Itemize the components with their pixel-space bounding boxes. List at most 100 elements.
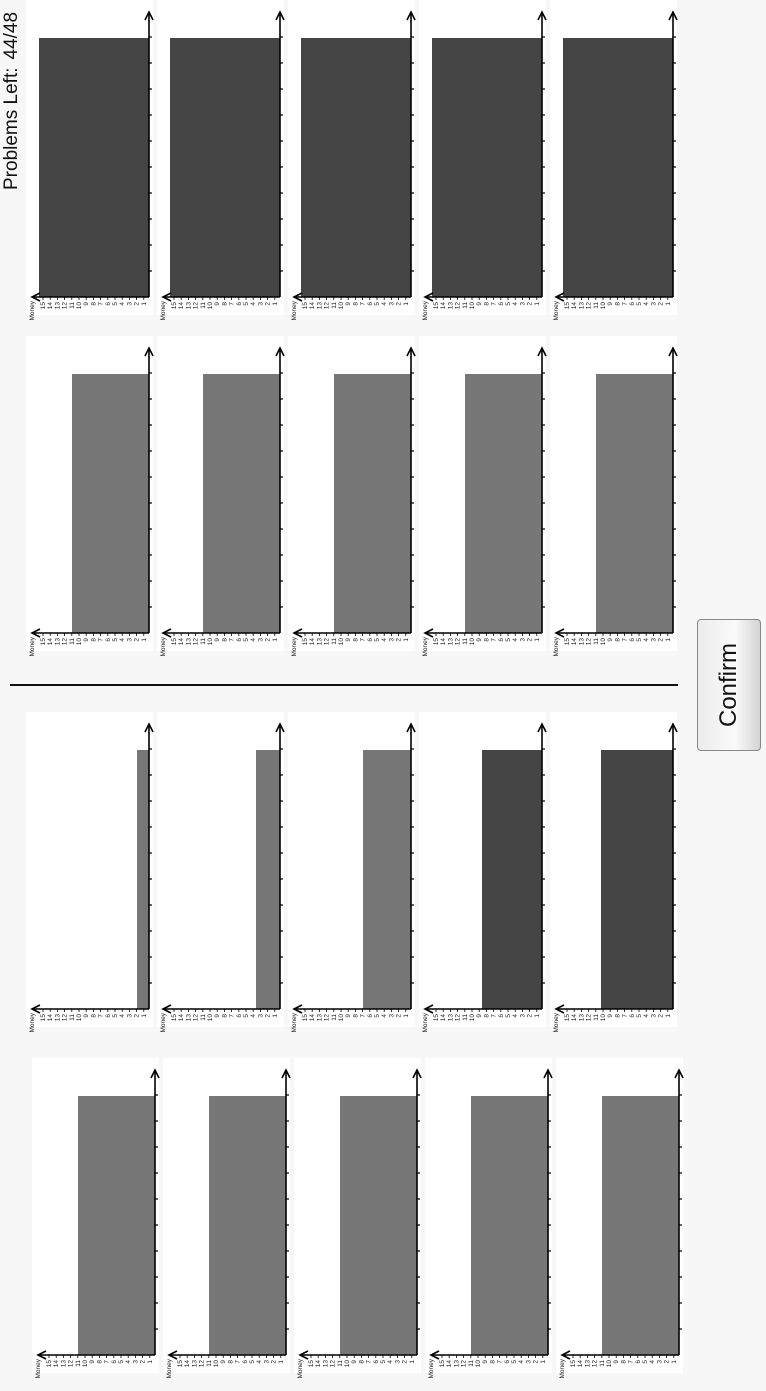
chart-panel[interactable]: Money 15 14 13 12 11 10 9 8 7 6 5 4 3 2 1 (550, 0, 678, 321)
tick-label: 3 (656, 1360, 663, 1364)
tick-label: 8 (90, 638, 97, 642)
tick-label: 3 (257, 1014, 264, 1018)
tick-label: 12 (586, 302, 593, 310)
tick-label: 15 (302, 1014, 309, 1022)
tick-label: 2 (396, 302, 403, 306)
tick-label: 3 (263, 1360, 270, 1364)
tick-label: 11 (200, 1014, 207, 1021)
tick-label: 12 (199, 1360, 206, 1368)
chart-panel[interactable]: Money 15 14 13 12 11 10 9 8 7 6 5 4 3 2 1 (157, 712, 285, 1033)
bar (256, 750, 280, 1009)
axis-label: Money (160, 1012, 167, 1032)
bar-chart: Money 15 14 13 12 11 10 9 8 7 6 5 4 3 2 1 (559, 1068, 684, 1379)
chart-panel[interactable]: Money 15 14 13 12 11 10 9 8 7 6 5 4 3 2 1 (288, 336, 416, 657)
tick-label: 12 (68, 1360, 75, 1368)
chart-panel[interactable]: Money 15 14 13 12 11 10 9 8 7 6 5 4 3 2 1 (288, 712, 416, 1033)
axis-arrow (275, 346, 285, 357)
tick-label: 10 (213, 1360, 220, 1368)
chart-panel[interactable]: Money 15 14 13 12 11 10 9 8 7 6 5 4 3 2 1 (550, 712, 678, 1033)
tick-label: 14 (309, 1014, 316, 1022)
axis-arrow (412, 1068, 422, 1079)
tick-label: 4 (119, 1014, 126, 1018)
tick-label: 5 (374, 1014, 381, 1018)
tick-label: 10 (475, 1360, 482, 1368)
tick-label: 7 (98, 1014, 105, 1018)
chart-panel[interactable]: Money 15 14 13 12 11 10 9 8 7 6 5 4 3 2 1 (32, 1058, 160, 1379)
tick-label: 13 (447, 302, 454, 310)
tick-label: 9 (345, 1014, 352, 1018)
chart-panel[interactable]: Money 15 14 13 12 11 10 9 8 7 6 5 4 3 2 1 (550, 336, 678, 657)
tick-label: 15 (564, 638, 571, 646)
chart-panel[interactable]: Money 15 14 13 12 11 10 9 8 7 6 5 4 3 2 1 (157, 336, 285, 657)
tick-label: 15 (439, 1360, 446, 1368)
tick-label: 5 (642, 1360, 649, 1364)
chart-panel[interactable]: Money 15 14 13 12 11 10 9 8 7 6 5 4 3 2 1 (26, 712, 154, 1033)
tick-label: 9 (476, 1014, 483, 1018)
bar-chart: Money 15 14 13 12 11 10 9 8 7 6 5 4 3 2 1 (422, 346, 547, 657)
tick-label: 6 (504, 1360, 511, 1364)
tick-label: 3 (394, 1360, 401, 1364)
tick-label: 6 (105, 1014, 112, 1018)
tick-label: 3 (388, 1014, 395, 1018)
tick-label: 15 (40, 1014, 47, 1022)
tick-label: 6 (367, 1014, 374, 1018)
chart-panel[interactable]: Money 15 14 13 12 11 10 9 8 7 6 5 4 3 2 1 (26, 0, 154, 321)
tick-label: 9 (607, 1014, 614, 1018)
tick-label: 9 (476, 302, 483, 306)
tick-label: 2 (140, 1360, 147, 1364)
chart-panel[interactable]: Money 15 14 13 12 11 10 9 8 7 6 5 4 3 2 1 (163, 1058, 291, 1379)
tick-label: 7 (229, 302, 236, 306)
chart-panel[interactable]: Money 15 14 13 12 11 10 9 8 7 6 5 4 3 2 1 (288, 0, 416, 321)
axis-arrow (30, 1004, 41, 1014)
tick-label: 13 (584, 1360, 591, 1368)
tick-label: 2 (265, 638, 272, 642)
tick-label: 12 (455, 1014, 462, 1022)
tick-label: 1 (272, 1014, 279, 1018)
tick-label: 12 (455, 302, 462, 310)
tick-label: 1 (403, 1014, 410, 1018)
bar-chart: Money 15 14 13 12 11 10 9 8 7 6 5 4 3 2 1 (29, 10, 154, 321)
chart-panel[interactable]: Money 15 14 13 12 11 10 9 8 7 6 5 4 3 2 1 (157, 0, 285, 321)
bar-chart: Money 15 14 13 12 11 10 9 8 7 6 5 4 3 2 1 (553, 10, 678, 321)
tick-label: 9 (83, 302, 90, 306)
chart-panel[interactable]: Money 15 14 13 12 11 10 9 8 7 6 5 4 3 2 1 (425, 1058, 553, 1379)
chart-panel[interactable]: Money 15 14 13 12 11 10 9 8 7 6 5 4 3 2 1 (556, 1058, 684, 1379)
chart-panel[interactable]: Money 15 14 13 12 11 10 9 8 7 6 5 4 3 2 1 (419, 712, 547, 1033)
chart-panel[interactable]: Money 15 14 13 12 11 10 9 8 7 6 5 4 3 2 1 (26, 336, 154, 657)
tick-label: 12 (330, 1360, 337, 1368)
tick-label: 5 (118, 1360, 125, 1364)
tick-label: 15 (171, 1014, 178, 1022)
tick-label: 7 (360, 638, 367, 642)
chart-panel[interactable]: Money 15 14 13 12 11 10 9 8 7 6 5 4 3 2 1 (419, 336, 547, 657)
tick-label: 14 (571, 302, 578, 310)
tick-label: 3 (126, 638, 133, 642)
tick-label: 12 (455, 638, 462, 646)
tick-label: 11 (75, 1360, 82, 1367)
tick-label: 6 (236, 638, 243, 642)
tick-label: 3 (132, 1360, 139, 1364)
tick-label: 14 (47, 638, 54, 646)
axis-arrow (543, 1068, 553, 1079)
axis-label: Money (559, 1358, 566, 1378)
tick-label: 14 (309, 638, 316, 646)
tick-label: 11 (206, 1360, 213, 1367)
chart-panel[interactable]: Money 15 14 13 12 11 10 9 8 7 6 5 4 3 2 1 (419, 0, 547, 321)
tick-label: 4 (250, 638, 257, 642)
tick-label: 9 (351, 1360, 358, 1364)
tick-label: 12 (324, 638, 331, 646)
bar-chart: Money 15 14 13 12 11 10 9 8 7 6 5 4 3 2 1 (291, 10, 416, 321)
tick-label: 1 (534, 1014, 541, 1018)
tick-label: 2 (134, 1014, 141, 1018)
tick-label: 13 (60, 1360, 67, 1368)
tick-label: 10 (600, 302, 607, 310)
tick-label: 13 (54, 1014, 61, 1022)
tick-label: 15 (302, 638, 309, 646)
confirm-button[interactable]: Confirm (697, 619, 761, 751)
tick-label: 8 (483, 1014, 490, 1018)
tick-label: 14 (178, 302, 185, 310)
bar (39, 38, 149, 297)
chart-panel[interactable]: Money 15 14 13 12 11 10 9 8 7 6 5 4 3 2 1 (294, 1058, 422, 1379)
tick-label: 6 (105, 302, 112, 306)
tick-label: 15 (433, 302, 440, 310)
tick-label: 2 (134, 638, 141, 642)
